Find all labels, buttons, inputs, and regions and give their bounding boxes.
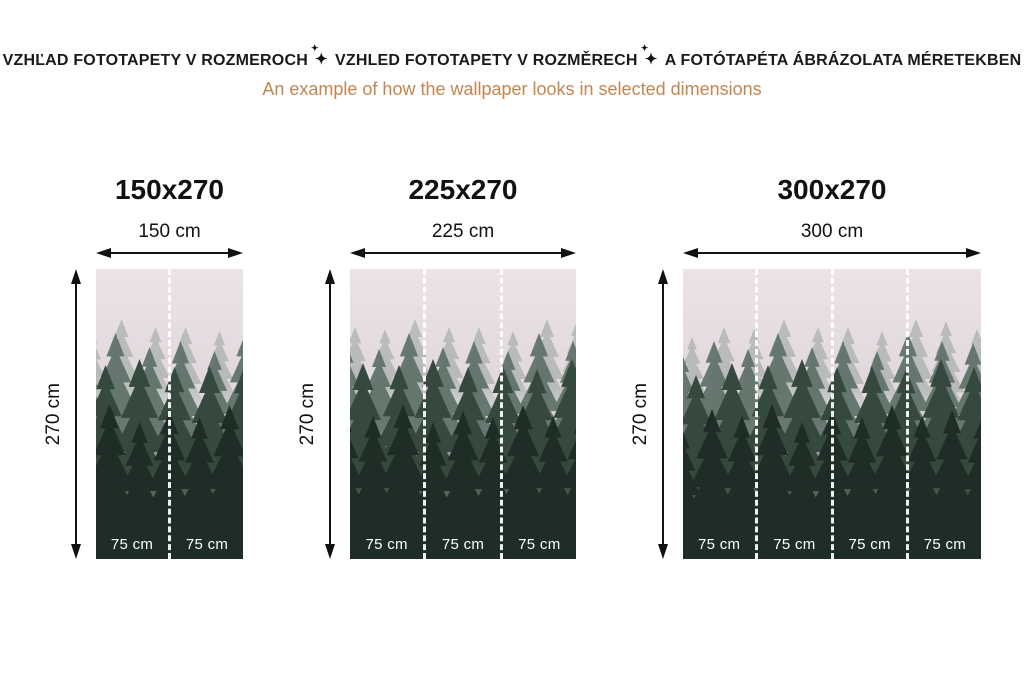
wallpaper-strip: 75 cm — [350, 269, 423, 559]
panel-150x270: 270 cm 150x270 150 cm 75 cm — [43, 174, 243, 560]
strip-width-label: 75 cm — [697, 536, 741, 554]
arrowhead-down-icon — [324, 544, 335, 560]
title-segment-hu: A FOTÓTAPÉTA ÁBRÁZOLATA MÉRETEKBEN — [664, 52, 1022, 69]
height-measure: 270 cm — [630, 269, 669, 560]
sparkle-icon: ✦ ✦ — [640, 43, 658, 68]
page-title: VZHĽAD FOTOTAPETY V ROZMEROCH ✦ ✦ VZHLED FO… — [0, 43, 1024, 70]
panel-content: 150x270 150 cm 75 cm 75 cm — [96, 174, 243, 560]
strip-width-label: 75 cm — [848, 536, 891, 554]
vertical-arrow — [656, 269, 669, 560]
width-label: 150 cm — [138, 221, 201, 243]
height-measure: 270 cm — [297, 269, 336, 560]
sparkle-icon: ✦ ✦ — [310, 43, 328, 68]
horizontal-arrow — [96, 246, 243, 259]
wallpaper-strip: 75 cm — [830, 269, 906, 560]
panel-sections: 75 cm 75 cm — [96, 269, 243, 560]
arrowhead-right-icon — [561, 247, 576, 258]
panel-300x270: 270 cm 300x270 300 cm 75 cm — [630, 174, 981, 560]
height-label: 270 cm — [297, 383, 318, 446]
strip-width-label: 75 cm — [365, 536, 408, 554]
wallpaper-strip: 75 cm — [96, 269, 168, 559]
title-segment-sk: VZHĽAD FOTOTAPETY V ROZMEROCH — [2, 52, 308, 69]
arrowhead-up-icon — [324, 269, 335, 285]
panel-sections: 75 cm 75 cm 75 cm 75 cm — [683, 269, 981, 560]
dimension-panels: 270 cm 150x270 150 cm 75 cm — [0, 174, 1024, 560]
strip-width-label: 75 cm — [110, 536, 154, 554]
wallpaper-preview: 75 cm 75 cm 75 cm 75 cm — [683, 269, 981, 560]
panel-content: 225x270 225 cm 75 cm 75 cm — [350, 174, 576, 560]
strip-width-label: 75 cm — [185, 536, 229, 554]
horizontal-arrow — [683, 246, 981, 259]
arrowhead-left-icon — [350, 247, 365, 258]
title-segment-cz: VZHLED FOTOTAPETY V ROZMĚRECH — [334, 52, 638, 69]
arrowhead-right-icon — [966, 247, 981, 258]
panel-sections: 75 cm 75 cm 75 cm — [350, 269, 576, 560]
width-label: 300 cm — [800, 221, 864, 243]
page-header: VZHĽAD FOTOTAPETY V ROZMEROCH ✦ ✦ VZHLED FO… — [0, 0, 1024, 100]
wallpaper-strip: 75 cm — [755, 269, 830, 560]
vertical-arrow — [69, 269, 82, 560]
arrowhead-down-icon — [70, 544, 81, 560]
wallpaper-preview: 75 cm 75 cm 75 cm — [350, 269, 576, 560]
page-subtitle: An example of how the wallpaper looks in… — [262, 79, 762, 100]
arrowhead-left-icon — [96, 247, 111, 258]
arrowhead-down-icon — [657, 544, 668, 560]
arrowhead-right-icon — [228, 247, 243, 258]
panel-225x270: 270 cm 225x270 225 cm 75 cm — [297, 174, 576, 560]
panel-title: 300x270 — [777, 174, 887, 206]
wallpaper-strip: 75 cm — [905, 269, 981, 560]
height-measure: 270 cm — [43, 269, 82, 560]
horizontal-arrow — [350, 246, 576, 259]
panel-title: 150x270 — [114, 174, 224, 206]
width-label: 225 cm — [431, 221, 495, 243]
strip-width-label: 75 cm — [923, 536, 967, 554]
strip-width-label: 75 cm — [518, 536, 561, 554]
arrowhead-left-icon — [683, 247, 698, 258]
wallpaper-strip: 75 cm — [423, 269, 499, 560]
vertical-arrow — [323, 269, 336, 560]
height-label: 270 cm — [43, 383, 64, 446]
arrowhead-up-icon — [70, 269, 81, 285]
strip-width-label: 75 cm — [441, 536, 485, 554]
wallpaper-strip: 75 cm — [168, 269, 243, 560]
panel-content: 300x270 300 cm 75 cm 75 cm — [683, 174, 981, 560]
strip-width-label: 75 cm — [773, 536, 816, 554]
wallpaper-preview: 75 cm 75 cm — [96, 269, 243, 560]
wallpaper-strip: 75 cm — [683, 269, 755, 559]
wallpaper-strip: 75 cm — [499, 269, 576, 560]
arrowhead-up-icon — [657, 269, 668, 285]
height-label: 270 cm — [630, 383, 651, 446]
panel-title: 225x270 — [408, 174, 518, 206]
